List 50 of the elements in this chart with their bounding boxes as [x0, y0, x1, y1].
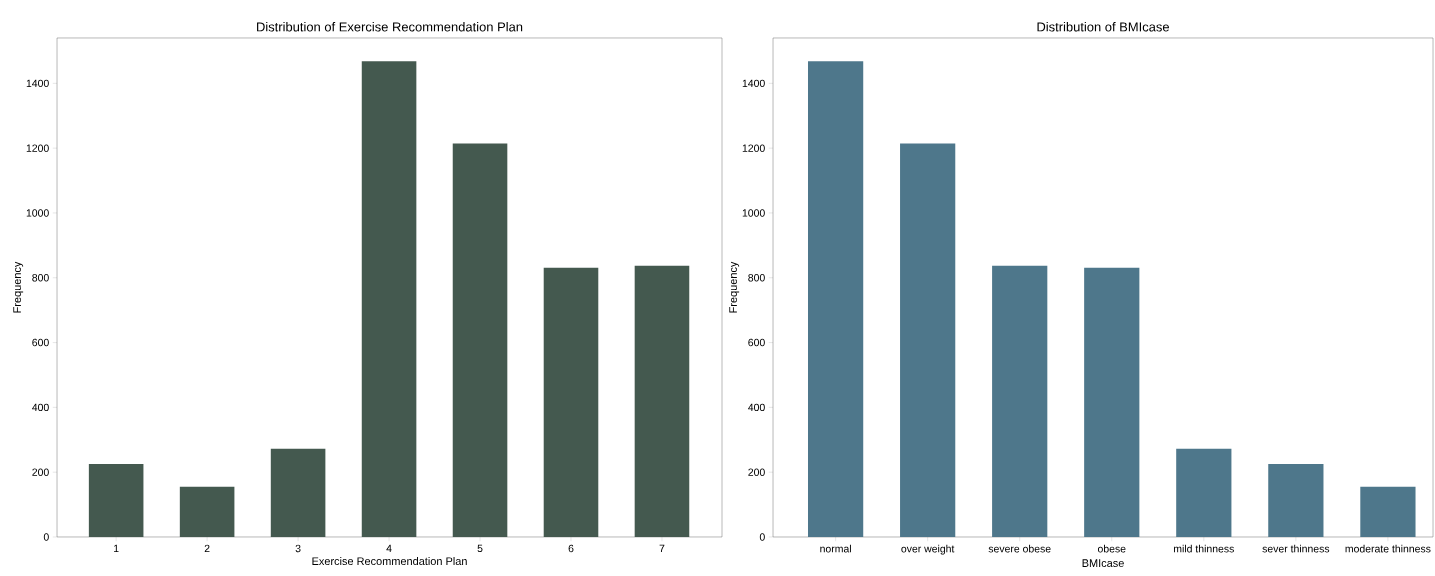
- y-tick-label: 800: [748, 274, 765, 282]
- x-tick-label: 2: [204, 544, 210, 553]
- bar: [179, 486, 235, 537]
- y-tick-label: 600: [32, 338, 49, 347]
- y-axis-title: Frequency: [729, 261, 740, 313]
- y-tick-label: 1400: [742, 79, 765, 88]
- y-axis-title: Frequency: [13, 261, 24, 313]
- bar: [992, 265, 1048, 537]
- bar: [1084, 267, 1140, 537]
- y-tick-label: 1200: [742, 144, 765, 152]
- y-tick-label: 1000: [742, 209, 765, 217]
- y-tick-label: 1000: [26, 209, 49, 217]
- x-tick-label: normal: [820, 544, 851, 553]
- chart-title: Distribution of Exercise Recommendation Plan: [257, 21, 523, 32]
- chart-title: Distribution of BMIcase: [1037, 21, 1169, 32]
- x-tick-label: sever thinness: [1262, 544, 1330, 553]
- bar: [1268, 464, 1324, 537]
- x-tick-label: moderate thinness: [1345, 544, 1431, 553]
- x-tick-label: over weight: [901, 544, 955, 555]
- bar: [900, 143, 956, 537]
- bar: [1176, 448, 1232, 537]
- bar: [361, 61, 417, 537]
- bar: [634, 265, 690, 537]
- x-axis-title: BMIcase: [1082, 559, 1124, 567]
- y-tick-label: 1200: [26, 144, 49, 152]
- x-tick-label: 6: [568, 544, 574, 553]
- y-tick-label: 800: [32, 274, 49, 282]
- bar: [543, 267, 599, 537]
- bar: [452, 143, 508, 537]
- x-axis-title: Exercise Recommendation Plan: [312, 557, 467, 566]
- bar: [88, 464, 144, 537]
- y-tick-label: 1400: [26, 79, 49, 88]
- y-tick-label: 0: [43, 533, 49, 541]
- bar: [808, 61, 864, 537]
- y-tick-label: 600: [748, 338, 765, 347]
- x-tick-label: 1: [114, 544, 119, 552]
- x-tick-label: 3: [295, 544, 301, 553]
- bar: [1360, 486, 1416, 537]
- y-tick-label: 0: [759, 533, 765, 541]
- x-tick-label: obese: [1097, 544, 1126, 553]
- x-tick-label: 4: [386, 544, 392, 552]
- y-tick-label: 200: [32, 468, 49, 476]
- y-tick-label: 200: [748, 468, 765, 476]
- y-tick-label: 400: [32, 403, 49, 412]
- x-tick-label: severe obese: [988, 544, 1051, 553]
- x-tick-label: 7: [659, 544, 665, 552]
- y-tick-label: 400: [748, 403, 765, 412]
- x-tick-label: mild thinness: [1173, 544, 1234, 553]
- x-tick-label: 5: [477, 544, 483, 553]
- bar: [270, 448, 326, 537]
